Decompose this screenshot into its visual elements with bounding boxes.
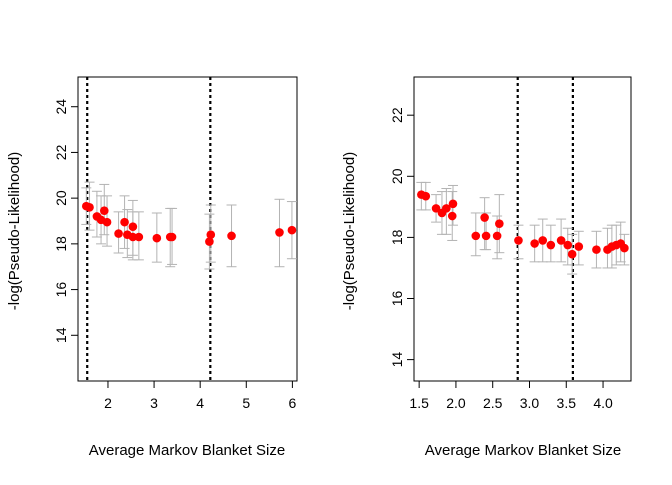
right-y-axis-title: -log(Pseudo-Likelihood)	[341, 152, 358, 310]
left-series	[81, 181, 297, 270]
right-y-tick-label: 14	[389, 352, 405, 368]
left-data-point	[275, 228, 284, 237]
right-series	[416, 181, 630, 275]
right-x-axis: 1.5 2.0 2.5 3.0 3.5 4.0	[409, 381, 613, 411]
left-x-tick-label: 2	[104, 395, 112, 411]
left-x-tick-label: 5	[242, 395, 250, 411]
right-data-point	[471, 231, 481, 241]
right-data-point	[620, 243, 629, 253]
left-data-point	[128, 232, 138, 242]
right-x-tick-label: 3.5	[557, 395, 577, 411]
right-data-point	[556, 236, 566, 245]
right-x-tick-label: 2.5	[483, 395, 503, 411]
right-data-point	[567, 249, 577, 259]
right-y-tick-label: 22	[389, 107, 405, 123]
right-x-tick-label: 3.0	[520, 395, 540, 411]
right-data-point	[480, 213, 489, 222]
right-data-point	[546, 240, 556, 250]
right-data-point	[563, 240, 573, 250]
left-y-axis: 14 16 18 20 22 24	[53, 99, 78, 343]
right-x-tick-label: 4.0	[593, 395, 613, 411]
left-data-point	[227, 231, 236, 241]
left-data-point	[85, 202, 94, 212]
left-data-point	[134, 232, 144, 242]
right-data-point	[448, 199, 458, 209]
left-y-tick-label: 20	[53, 190, 69, 206]
left-x-axis: 2 3 4 5 6	[104, 381, 296, 411]
right-data-point	[421, 191, 431, 201]
left-x-tick-label: 4	[196, 395, 204, 411]
left-y-tick-label: 22	[53, 144, 69, 160]
left-y-tick-label: 18	[53, 236, 69, 252]
right-y-tick-label: 20	[389, 168, 405, 184]
left-y-tick-label: 16	[53, 282, 69, 298]
right-data-point	[538, 236, 548, 245]
right-data-point	[514, 236, 523, 245]
left-data-point	[167, 232, 177, 242]
left-data-point	[102, 217, 112, 227]
right-x-axis-title: Average Markov Blanket Size	[425, 442, 622, 459]
right-y-tick-label: 18	[389, 229, 405, 245]
right-x-tick-label: 1.5	[409, 395, 429, 411]
right-y-tick-label: 16	[389, 291, 405, 307]
left-x-tick-label: 3	[150, 395, 158, 411]
left-data-point	[152, 233, 162, 243]
right-data-point	[530, 239, 539, 248]
left-x-axis-title: Average Markov Blanket Size	[89, 442, 286, 459]
right-plot-frame	[413, 76, 632, 382]
left-data-point	[205, 237, 214, 246]
left-y-tick-label: 14	[53, 327, 69, 343]
left-data-point	[114, 229, 123, 238]
left-x-tick-label: 6	[288, 395, 296, 411]
left-data-point	[206, 230, 216, 240]
left-data-point	[120, 217, 129, 227]
right-data-point	[481, 231, 491, 241]
left-data-point	[287, 225, 297, 235]
right-data-point	[431, 204, 441, 213]
right-y-axis: 14 16 18 20 22	[389, 107, 414, 367]
left-y-axis-title: -log(Pseudo-Likelihood)	[6, 152, 23, 310]
right-data-point	[495, 219, 504, 228]
right-data-point	[442, 204, 451, 213]
right-data-point	[574, 242, 584, 251]
left-y-tick-label: 24	[53, 99, 69, 115]
left-data-point	[128, 222, 138, 232]
right-data-point	[447, 211, 457, 221]
left-data-point	[99, 206, 109, 216]
right-data-point	[492, 231, 502, 241]
right-x-tick-label: 2.0	[446, 395, 466, 411]
right-data-point	[592, 245, 601, 254]
right-panel: Average Markov Blanket Size -log(Pseudo-…	[341, 76, 632, 459]
left-plot-frame	[77, 76, 298, 382]
left-panel: Average Markov Blanket Size -log(Pseudo-…	[6, 76, 298, 459]
